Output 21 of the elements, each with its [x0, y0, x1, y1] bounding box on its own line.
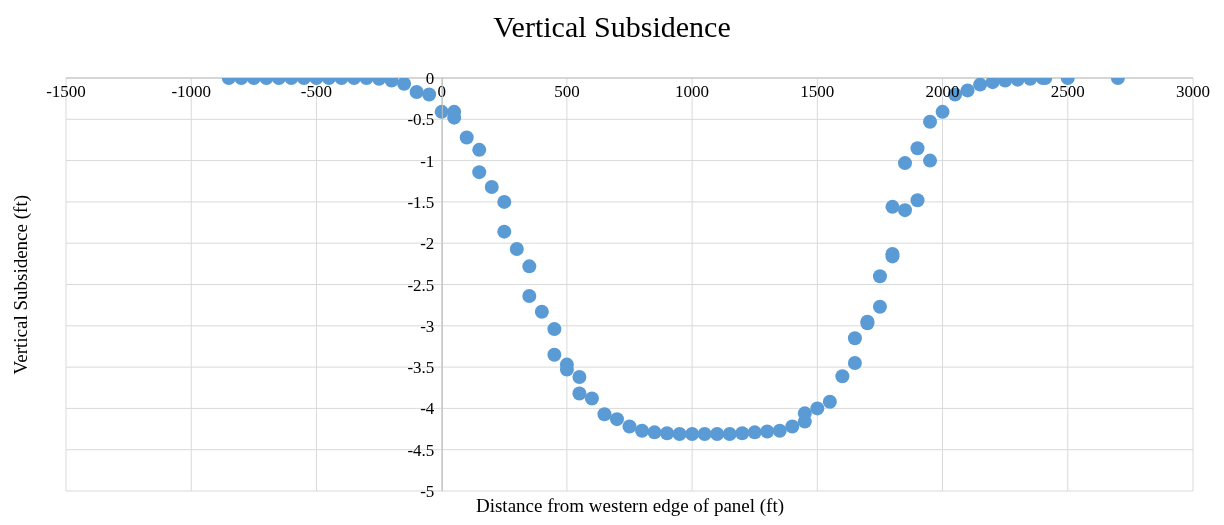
- x-tick-label: -1500: [46, 82, 86, 101]
- x-tick-label: 500: [554, 82, 580, 101]
- x-tick-label: 1500: [800, 82, 835, 101]
- y-axis-title: Vertical Subsidence (ft): [10, 194, 32, 375]
- y-tick-label: -3: [420, 316, 435, 336]
- y-tick-label: -5: [420, 482, 435, 502]
- x-tick-label: -1000: [171, 82, 212, 101]
- x-tick-label: 3000: [1176, 82, 1210, 101]
- x-tick-label: -500: [300, 82, 333, 101]
- y-tick-label: -0.5: [407, 110, 435, 130]
- y-tick-label: -1: [420, 151, 435, 171]
- chart-title: Vertical Subsidence: [492, 10, 732, 44]
- y-tick-label: -3.5: [407, 358, 435, 378]
- x-tick-label: 2500: [1050, 82, 1085, 101]
- y-tick-label: -1.5: [407, 192, 435, 212]
- y-tick-label: -2.5: [407, 275, 435, 295]
- y-tick-label: -2: [420, 234, 435, 254]
- x-axis-title: Distance from western edge of panel (ft): [475, 495, 785, 516]
- x-tick-label: 1000: [675, 82, 710, 101]
- y-tick-label: -4: [420, 399, 435, 419]
- y-tick-label: -4.5: [407, 440, 435, 460]
